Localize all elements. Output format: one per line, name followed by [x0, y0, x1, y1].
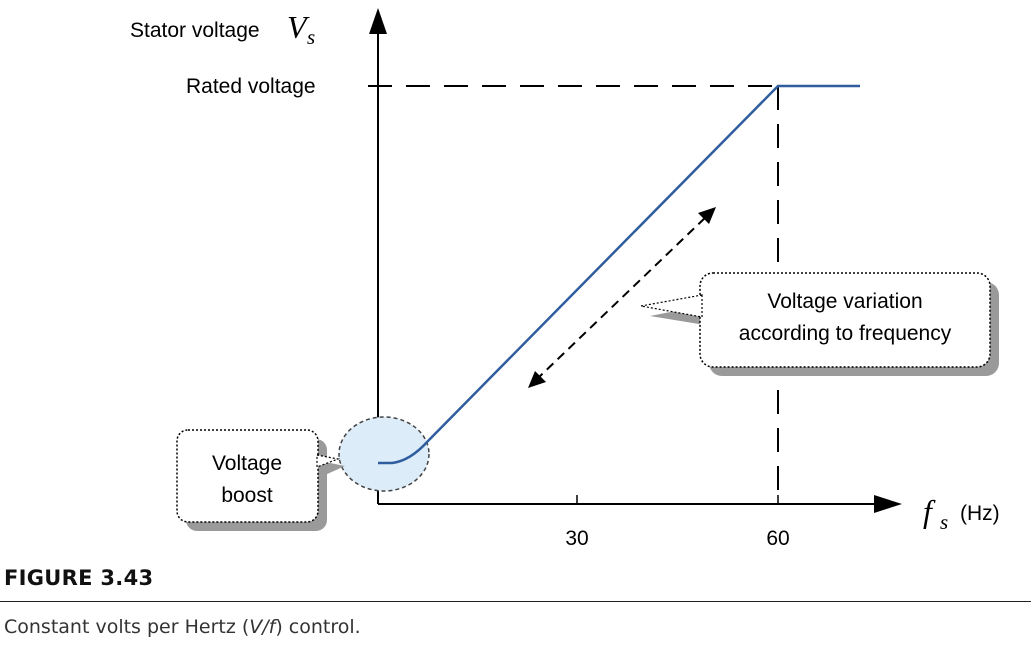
tick-label-30: 30 — [565, 527, 588, 550]
voltage-variation-callout-line-1: Voltage variation — [767, 290, 922, 313]
y-axis-label: Stator voltage — [130, 19, 260, 42]
voltage-variation-arrowhead-down — [528, 371, 546, 388]
caption-text-after: ) control. — [275, 616, 361, 638]
voltage-variation-callout: Voltage variation according to frequency — [640, 272, 999, 376]
vf-curve — [378, 84, 860, 465]
voltage-boost-callout: Voltage boost — [176, 429, 345, 531]
rated-voltage-label: Rated voltage — [186, 75, 316, 98]
voltage-variation-callout-line-2: according to frequency — [739, 322, 952, 345]
voltage-boost-callout-box — [176, 429, 319, 523]
caption-text-italic: V/f — [249, 616, 276, 638]
x-axis-arrowhead — [874, 495, 902, 513]
voltage-boost-ellipse — [338, 416, 430, 492]
voltage-boost-callout-tail — [316, 454, 341, 468]
voltage-boost-callout-line-1: Voltage — [212, 452, 282, 475]
y-axis-symbol: V — [287, 9, 310, 45]
caption-text-before: Constant volts per Hertz ( — [4, 616, 250, 638]
x-axis-symbol: f — [923, 493, 936, 529]
voltage-boost-callout-line-2: boost — [221, 484, 273, 507]
voltage-variation-callout-tail — [640, 294, 703, 318]
figure-number: FIGURE 3.43 — [4, 566, 154, 590]
y-axis-symbol-subscript: s — [307, 25, 315, 49]
voltage-variation-arrow — [535, 214, 709, 381]
x-axis-unit: (Hz) — [960, 502, 1000, 525]
caption-divider — [0, 601, 1031, 602]
x-axis-symbol-subscript: s — [940, 510, 948, 534]
figure-caption: Constant volts per Hertz (V/f) control. — [4, 616, 361, 638]
y-axis-arrowhead — [369, 8, 387, 34]
voltage-boost-callout-shadow-tail — [325, 462, 345, 475]
voltage-variation-arrowhead-up — [698, 207, 716, 224]
tick-label-60: 60 — [766, 527, 789, 550]
voltage-variation-callout-box — [699, 272, 991, 368]
